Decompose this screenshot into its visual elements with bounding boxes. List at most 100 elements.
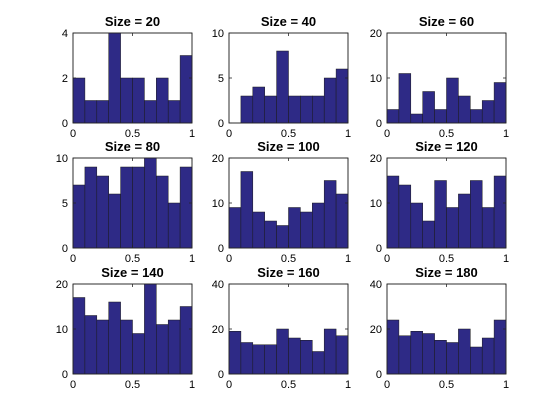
histogram-bar [446,342,459,375]
histogram-bar [300,340,313,375]
y-tick-label: 40 [370,279,382,291]
panel-title: Size = 120 [415,139,478,154]
y-tick-label: 20 [212,324,224,336]
histogram-bar [120,77,133,124]
histogram-bar [458,95,471,124]
histogram-bar [323,328,337,375]
histogram-bar [96,100,109,124]
histogram-bar [179,55,193,124]
histogram-bar [312,351,325,375]
x-tick-label: 1 [345,379,351,391]
histogram-bar [458,193,471,249]
histogram-bar [335,68,349,124]
histogram-bar [434,109,447,124]
y-tick-label: 20 [370,153,382,165]
x-tick-label: 1 [503,128,509,140]
histogram-bar [84,100,98,124]
histogram-bar [240,171,254,249]
panel-title: Size = 80 [105,139,160,154]
histogram-bar [481,337,495,375]
panel-title: Size = 60 [419,14,474,29]
histogram-bar [96,175,109,249]
y-tick-label: 0 [62,369,68,381]
x-tick-label: 0 [70,253,76,265]
histogram-bar [398,335,412,375]
histogram-bar [410,113,423,124]
y-tick-label: 20 [212,153,224,165]
histogram-bar [288,95,301,124]
y-tick-label: 0 [376,369,382,381]
histogram-bar [493,319,507,375]
x-tick-label: 0 [226,253,232,265]
histogram-bar [312,202,325,249]
histogram-bar [156,175,169,249]
x-tick-label: 0.5 [125,253,140,265]
x-tick-label: 1 [189,253,195,265]
y-tick-label: 2 [62,73,68,85]
histogram-bar [276,50,289,124]
histogram-bar [108,301,121,375]
histogram-bar [240,342,254,375]
x-tick-label: 1 [503,253,509,265]
x-tick-label: 0.5 [439,379,454,391]
histogram-bar [300,211,313,249]
x-tick-label: 1 [345,253,351,265]
x-tick-label: 0 [384,253,390,265]
histogram-bar [288,337,301,375]
histogram-bar [156,324,169,375]
histogram-bar [132,166,145,249]
x-tick-label: 0.5 [125,128,140,140]
x-tick-label: 0.5 [281,379,296,391]
histogram-bar [144,100,157,124]
histogram-bar [386,109,400,124]
histogram-bar [398,184,412,249]
histogram-bar [228,331,242,375]
x-tick-label: 0 [384,379,390,391]
histogram-bar [264,95,277,124]
histogram-bar [72,297,86,375]
y-tick-label: 0 [376,243,382,255]
histogram-bar [481,100,495,124]
y-tick-label: 10 [212,198,224,210]
histogram-bar [252,211,265,249]
panel-title: Size = 140 [101,265,164,280]
y-tick-label: 10 [56,324,68,336]
histogram-bar [323,77,337,124]
panel-title: Size = 20 [105,14,160,29]
histogram-bar [144,157,157,249]
histogram-bar [72,77,86,124]
histogram-bar [470,346,483,375]
y-tick-label: 20 [370,324,382,336]
histogram-bar [335,193,349,249]
histogram-bar [179,166,193,249]
histogram-bar [120,319,133,375]
histogram-bar [434,180,447,249]
histogram-bar [481,207,495,249]
histogram-bar [228,207,242,249]
x-tick-label: 1 [189,128,195,140]
y-tick-label: 10 [212,28,224,40]
x-tick-label: 1 [503,379,509,391]
y-tick-label: 40 [212,279,224,291]
histogram-panel-9: 0 0.5 1 0 20 40 Size = 180 [370,265,509,391]
y-tick-label: 0 [62,118,68,130]
histogram-bar [312,95,325,124]
x-tick-label: 0 [70,379,76,391]
histogram-bar [96,319,109,375]
histogram-bar [156,77,169,124]
histogram-bar [410,331,423,375]
histogram-bar [144,283,157,375]
x-tick-label: 0 [70,128,76,140]
histogram-bar [132,77,145,124]
histogram-bar [493,175,507,249]
panel-title: Size = 160 [257,265,320,280]
x-tick-label: 0.5 [281,128,296,140]
y-tick-label: 5 [62,198,68,210]
histogram-bar [179,306,193,375]
